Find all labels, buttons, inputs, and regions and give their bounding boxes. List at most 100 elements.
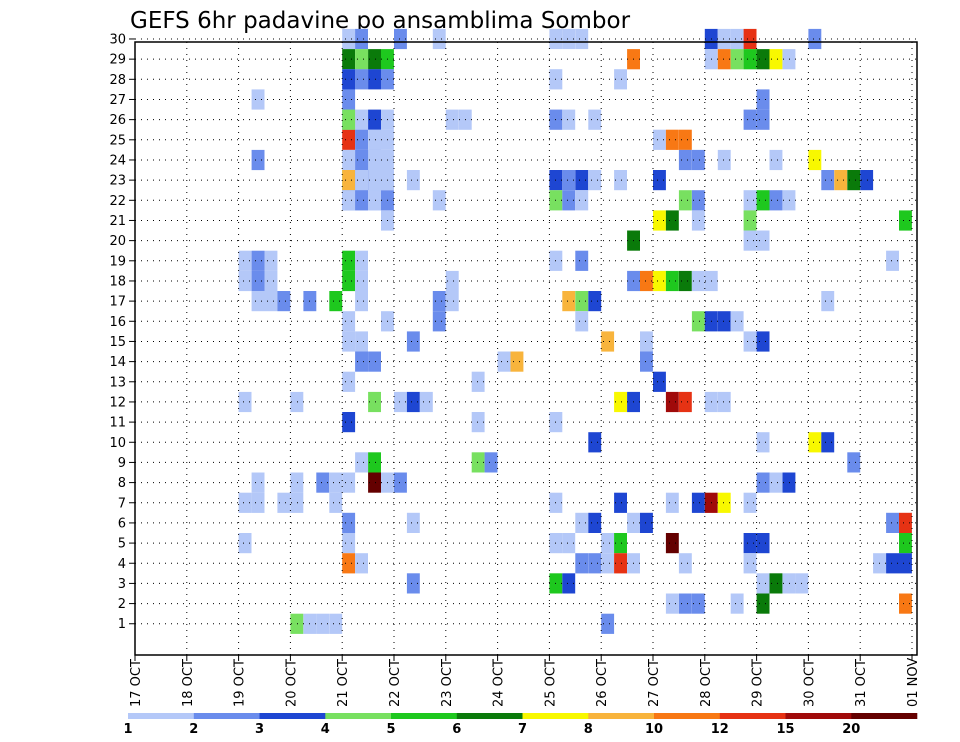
heatmap-cell bbox=[355, 149, 368, 171]
x-tick-label: 19 OCT bbox=[233, 659, 248, 707]
heatmap-cell bbox=[394, 391, 407, 413]
heatmap-cell bbox=[782, 472, 796, 493]
heatmap-cell bbox=[886, 512, 899, 533]
heatmap-cell bbox=[355, 351, 368, 372]
heatmap-cell bbox=[342, 109, 356, 130]
y-tick-label: 23 bbox=[109, 174, 126, 189]
heatmap-cell bbox=[601, 613, 615, 634]
heatmap-cell bbox=[665, 593, 679, 614]
heatmap-cell bbox=[860, 170, 874, 191]
heatmap-cell bbox=[743, 230, 757, 251]
heatmap-cell bbox=[329, 291, 343, 312]
heatmap-cell bbox=[588, 170, 602, 191]
heatmap-cell bbox=[588, 553, 602, 574]
heatmap-cell bbox=[406, 331, 420, 352]
heatmap-cell bbox=[588, 432, 602, 453]
heatmap-cell bbox=[769, 472, 783, 493]
x-axis: 17 OCT 18 OCT 19 OCT 20 OCT 21 OCT 22 OCT 23 O… bbox=[129, 655, 921, 707]
heatmap-cell bbox=[756, 49, 770, 70]
heatmap-cell bbox=[730, 49, 744, 70]
heatmap-cell bbox=[653, 170, 666, 191]
y-tick-label: 20 bbox=[109, 234, 126, 249]
heatmap-cell bbox=[756, 533, 770, 554]
heatmap-cell bbox=[899, 533, 912, 554]
heatmap-cell bbox=[368, 69, 381, 90]
heatmap-cell bbox=[769, 573, 783, 594]
y-tick-label: 5 bbox=[118, 537, 126, 552]
heatmap-cell bbox=[653, 129, 666, 150]
y-tick-label: 29 bbox=[109, 53, 126, 68]
legend-label: 10 bbox=[645, 722, 663, 737]
heatmap-cell bbox=[264, 270, 278, 292]
heatmap-cell bbox=[665, 391, 679, 413]
y-tick-label: 14 bbox=[109, 355, 126, 370]
heatmap-cell bbox=[614, 553, 627, 574]
heatmap-cell bbox=[717, 149, 731, 171]
heatmap-cell bbox=[342, 331, 356, 352]
heatmap-cell bbox=[899, 512, 912, 533]
y-tick-label: 4 bbox=[118, 557, 126, 572]
heatmap-cell bbox=[290, 472, 304, 493]
y-tick-label: 16 bbox=[109, 315, 126, 330]
heatmap-cell bbox=[614, 170, 627, 191]
heatmap-cell bbox=[251, 270, 265, 292]
heatmap-cell bbox=[808, 149, 822, 171]
heatmap-cell bbox=[575, 553, 589, 574]
heatmap-cell bbox=[730, 311, 744, 332]
heatmap-cell bbox=[368, 129, 381, 150]
heatmap-cell bbox=[886, 250, 899, 271]
heatmap-cell bbox=[406, 512, 420, 533]
heatmap-cell bbox=[368, 190, 381, 211]
heatmap-cell bbox=[419, 391, 433, 413]
x-tick-label: 23 OCT bbox=[440, 659, 455, 707]
heatmap-cell bbox=[756, 593, 770, 614]
heatmap-cell bbox=[834, 170, 848, 191]
y-tick-label: 3 bbox=[118, 577, 126, 592]
heatmap-cell bbox=[756, 230, 770, 251]
y-tick-label: 1 bbox=[118, 617, 126, 632]
legend-swatch bbox=[654, 713, 720, 719]
heatmap-cell bbox=[342, 250, 356, 271]
legend-swatch bbox=[391, 713, 457, 719]
legend-swatch bbox=[193, 713, 260, 719]
heatmap-cell bbox=[290, 391, 304, 413]
heatmap-cell bbox=[406, 391, 420, 413]
legend-colorbar: 1 2 3 4 5 6 7 8 10 12 15 20 bbox=[123, 713, 918, 737]
y-tick-label: 9 bbox=[118, 456, 126, 471]
heatmap-cell bbox=[368, 452, 381, 473]
heatmap-cell bbox=[510, 351, 524, 372]
legend-swatch bbox=[456, 713, 523, 719]
heatmap-cell bbox=[769, 190, 783, 211]
heatmap-cell bbox=[342, 28, 356, 50]
x-tick-label: 18 OCT bbox=[181, 659, 196, 707]
heatmap-cell bbox=[342, 190, 356, 211]
heatmap-cell bbox=[886, 553, 899, 574]
heatmap-cell bbox=[756, 331, 770, 352]
heatmap-cell bbox=[640, 270, 653, 292]
heatmap-cell bbox=[432, 291, 446, 312]
heatmap-cell bbox=[575, 311, 589, 332]
legend-label: 12 bbox=[711, 722, 729, 737]
heatmap-cell bbox=[355, 250, 368, 271]
heatmap-cell bbox=[342, 553, 356, 574]
heatmap-cell bbox=[691, 311, 705, 332]
heatmap-cell bbox=[678, 391, 692, 413]
y-axis: 1234567891011121314151617181920212223242… bbox=[109, 32, 135, 632]
heatmap-cell bbox=[640, 331, 653, 352]
heatmap-cell bbox=[445, 109, 459, 130]
heatmap-cell bbox=[614, 533, 627, 554]
y-tick-label: 25 bbox=[109, 133, 126, 148]
heatmap-cell bbox=[251, 250, 265, 271]
heatmap-cell bbox=[484, 452, 498, 473]
heatmap-cell bbox=[251, 89, 265, 110]
y-tick-label: 24 bbox=[109, 153, 126, 168]
y-tick-label: 27 bbox=[109, 93, 126, 108]
x-tick-label: 26 OCT bbox=[595, 659, 610, 707]
heatmap-cell bbox=[342, 371, 356, 392]
heatmap-cell bbox=[614, 69, 627, 90]
legend-swatch bbox=[851, 713, 918, 719]
heatmap-cell bbox=[562, 573, 576, 594]
heatmap-cell bbox=[445, 291, 459, 312]
heatmap-cell bbox=[251, 291, 265, 312]
heatmap-cell bbox=[394, 28, 407, 50]
